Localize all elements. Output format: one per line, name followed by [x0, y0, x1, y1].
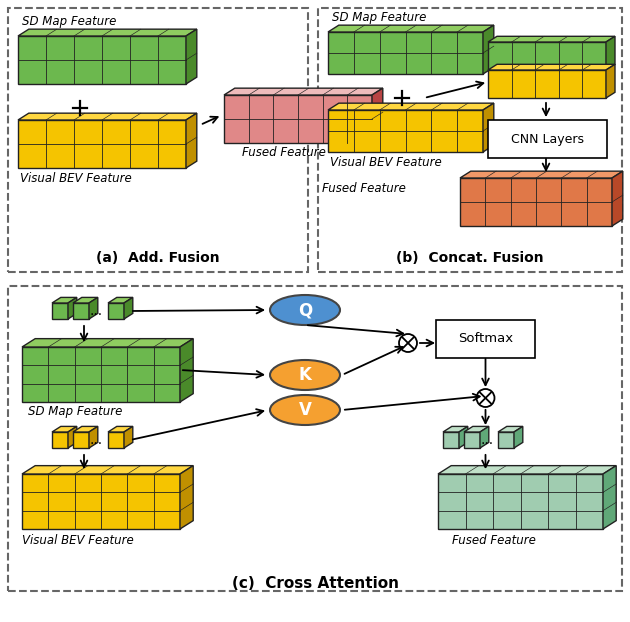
Polygon shape: [73, 297, 98, 303]
Text: Fused Feature: Fused Feature: [242, 146, 326, 159]
Polygon shape: [606, 64, 615, 98]
Polygon shape: [52, 303, 68, 319]
Polygon shape: [514, 427, 523, 448]
Polygon shape: [224, 88, 383, 95]
Ellipse shape: [270, 395, 340, 425]
Text: K: K: [299, 366, 311, 384]
Polygon shape: [498, 427, 523, 432]
Text: Fused Feature: Fused Feature: [452, 534, 536, 547]
Polygon shape: [89, 427, 98, 448]
Polygon shape: [459, 427, 468, 448]
Text: (a)  Add. Fusion: (a) Add. Fusion: [96, 251, 220, 265]
Polygon shape: [22, 474, 180, 529]
Text: SD Map Feature: SD Map Feature: [28, 406, 122, 419]
Text: Q: Q: [298, 301, 312, 319]
Polygon shape: [186, 113, 197, 168]
Polygon shape: [612, 171, 623, 226]
Polygon shape: [89, 297, 98, 319]
Text: ...: ...: [481, 433, 493, 447]
Polygon shape: [180, 338, 193, 402]
Polygon shape: [18, 120, 186, 168]
Polygon shape: [180, 466, 193, 529]
FancyBboxPatch shape: [436, 320, 535, 358]
Text: Visual BEV Feature: Visual BEV Feature: [330, 156, 442, 169]
Polygon shape: [438, 466, 616, 474]
Text: Softmax: Softmax: [458, 333, 513, 345]
Polygon shape: [328, 32, 483, 74]
Polygon shape: [52, 432, 68, 448]
Polygon shape: [438, 474, 603, 529]
Polygon shape: [488, 70, 606, 98]
Polygon shape: [480, 427, 489, 448]
Polygon shape: [108, 432, 124, 448]
Polygon shape: [108, 297, 133, 303]
Text: SD Map Feature: SD Map Feature: [22, 16, 117, 29]
Text: Visual BEV Feature: Visual BEV Feature: [20, 172, 132, 185]
Text: (b)  Concat. Fusion: (b) Concat. Fusion: [396, 251, 544, 265]
Polygon shape: [606, 36, 615, 70]
Text: V: V: [299, 401, 311, 419]
Polygon shape: [22, 338, 193, 347]
Polygon shape: [52, 427, 77, 432]
Polygon shape: [328, 110, 483, 152]
Polygon shape: [488, 36, 615, 42]
Polygon shape: [498, 432, 514, 448]
Text: SD Map Feature: SD Map Feature: [332, 11, 427, 24]
Text: ...: ...: [89, 433, 103, 447]
Ellipse shape: [270, 360, 340, 390]
Polygon shape: [603, 466, 616, 529]
Text: CNN Layers: CNN Layers: [511, 132, 584, 146]
Polygon shape: [73, 432, 89, 448]
Polygon shape: [18, 36, 186, 84]
Polygon shape: [224, 95, 372, 143]
Polygon shape: [22, 347, 180, 402]
Text: ...: ...: [89, 304, 103, 318]
Polygon shape: [483, 25, 494, 74]
Polygon shape: [464, 432, 480, 448]
Polygon shape: [108, 303, 124, 319]
Polygon shape: [73, 427, 98, 432]
Polygon shape: [488, 64, 615, 70]
Polygon shape: [68, 427, 77, 448]
Polygon shape: [68, 297, 77, 319]
Polygon shape: [328, 103, 494, 110]
Polygon shape: [18, 29, 197, 36]
Polygon shape: [488, 42, 606, 70]
Polygon shape: [443, 432, 459, 448]
Text: Visual BEV Feature: Visual BEV Feature: [22, 534, 134, 547]
Polygon shape: [22, 466, 193, 474]
Polygon shape: [108, 427, 133, 432]
Polygon shape: [443, 427, 468, 432]
Polygon shape: [464, 427, 489, 432]
Polygon shape: [18, 113, 197, 120]
Ellipse shape: [270, 295, 340, 325]
Polygon shape: [328, 25, 494, 32]
FancyBboxPatch shape: [488, 120, 607, 158]
Text: Fused Feature: Fused Feature: [322, 182, 406, 195]
Circle shape: [476, 389, 495, 407]
Polygon shape: [483, 103, 494, 152]
Polygon shape: [124, 427, 133, 448]
Polygon shape: [52, 297, 77, 303]
Text: (c)  Cross Attention: (c) Cross Attention: [231, 575, 399, 590]
Circle shape: [399, 334, 417, 352]
Polygon shape: [460, 171, 623, 178]
Polygon shape: [73, 303, 89, 319]
Polygon shape: [124, 297, 133, 319]
Polygon shape: [460, 178, 612, 226]
Polygon shape: [186, 29, 197, 84]
Polygon shape: [372, 88, 383, 143]
